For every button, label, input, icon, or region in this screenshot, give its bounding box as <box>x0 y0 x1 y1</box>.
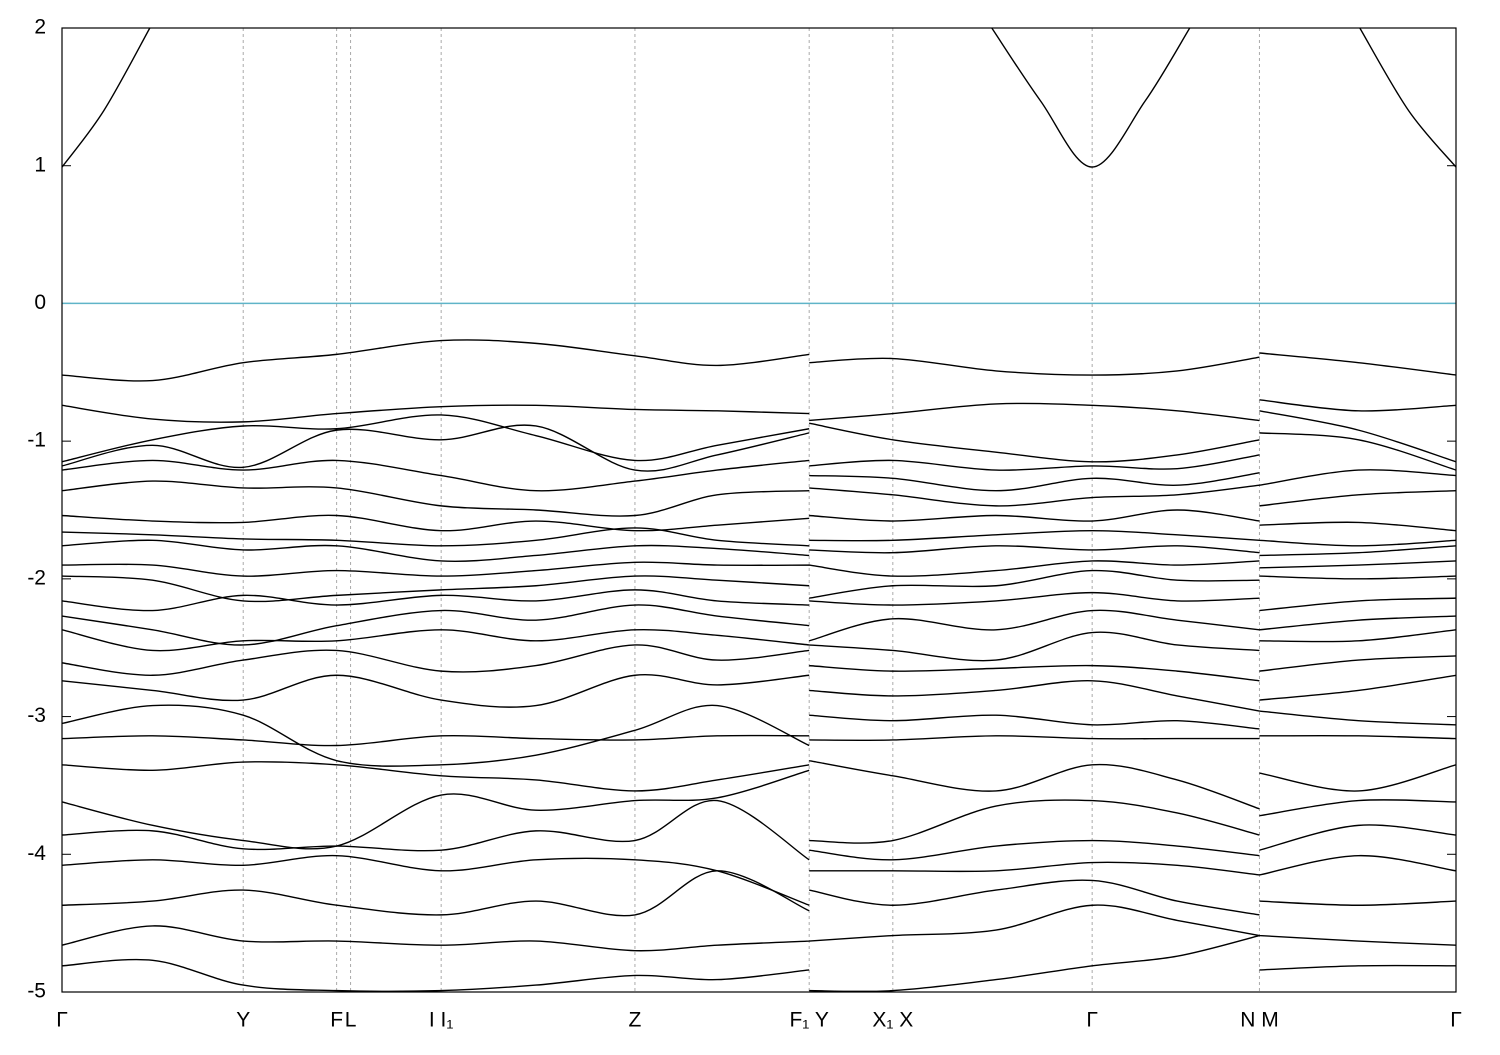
band-line <box>62 480 1456 517</box>
band-line <box>62 569 1456 603</box>
x-tick-label: Z <box>629 1009 642 1032</box>
y-tick-label: -5 <box>27 980 46 1003</box>
band-line <box>62 560 1456 577</box>
band-line <box>62 904 1456 952</box>
x-tick-label: F₁ Y <box>789 1009 828 1032</box>
labels-layer: 2 1 0 -1 -2 -3 -4 -5 Γ Y F L I I₁ Z F₁ Y X₁ X Γ N M Γ <box>27 16 1461 1032</box>
band-line <box>62 934 1456 992</box>
band-line <box>62 399 1456 423</box>
y-tick-label: -2 <box>27 566 46 589</box>
band-line <box>62 604 1456 646</box>
band-line <box>62 527 1456 547</box>
band-line <box>62 539 1456 562</box>
grid-layer <box>61 27 1457 993</box>
y-tick-label: 0 <box>34 291 46 314</box>
band-line <box>62 424 1456 472</box>
band-line <box>62 769 1456 850</box>
band-line <box>62 459 1456 492</box>
band-line <box>62 509 1456 532</box>
x-tick-label: L <box>345 1009 357 1032</box>
x-tick-label: Γ <box>56 1009 68 1032</box>
band-line <box>62 28 1456 168</box>
x-tick-label: Γ <box>1086 1009 1098 1032</box>
x-tick-label: Γ <box>1450 1009 1462 1032</box>
band-line <box>62 410 1456 463</box>
bands-layer <box>62 28 1456 992</box>
y-tick-label: -4 <box>27 842 46 865</box>
x-tick-label: F <box>330 1009 343 1032</box>
y-tick-label: 2 <box>34 16 46 39</box>
y-tick-label: -1 <box>27 429 46 452</box>
band-line <box>62 589 1456 612</box>
plot-frame <box>61 27 1457 993</box>
band-line <box>62 704 1456 767</box>
x-tick-label: Y <box>236 1009 250 1032</box>
band-line <box>62 644 1456 682</box>
band-line <box>62 673 1456 712</box>
band-line <box>62 628 1456 662</box>
band-line <box>62 799 1456 861</box>
band-line <box>62 339 1456 382</box>
y-tick-label: 1 <box>34 153 46 176</box>
y-tick-label: -3 <box>27 704 46 727</box>
band-line <box>62 870 1456 917</box>
band-line <box>62 734 1456 747</box>
x-tick-label: N M <box>1240 1009 1279 1032</box>
band-line <box>62 854 1456 906</box>
band-line <box>62 759 1456 810</box>
x-tick-label: I I₁ <box>429 1009 454 1032</box>
x-tick-label: X₁ X <box>872 1009 913 1032</box>
